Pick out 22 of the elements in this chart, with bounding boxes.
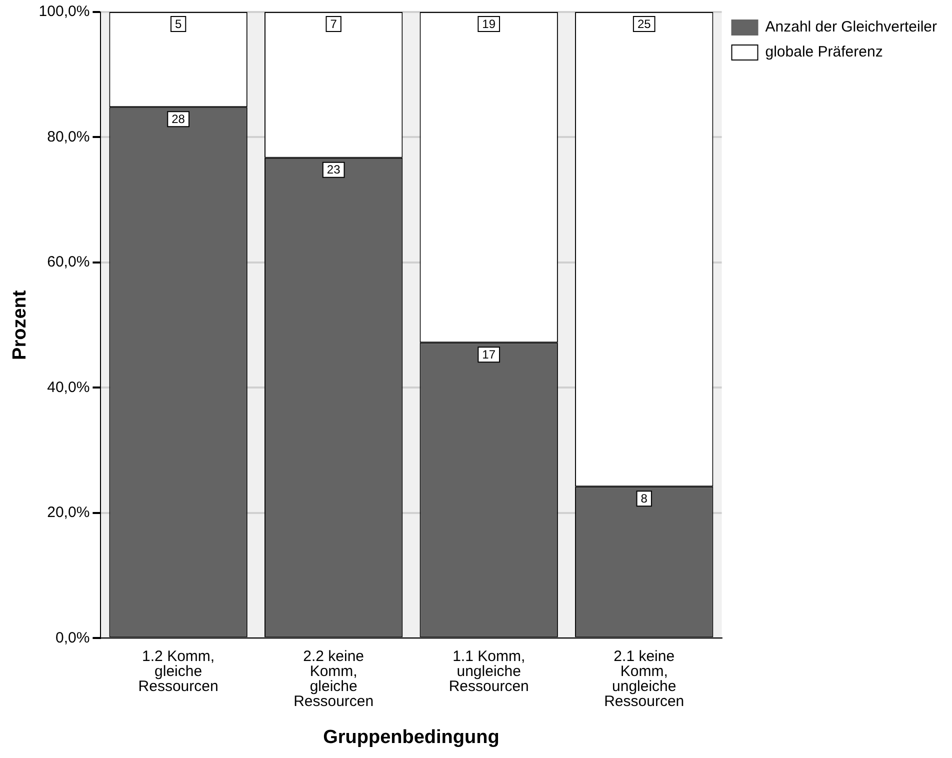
legend-label: Anzahl der Gleichverteiler (765, 18, 938, 36)
x-tick-label: 1.1 Komm, ungleiche Ressourcen (448, 648, 529, 695)
annotation: 28 (172, 112, 186, 126)
y-tick-label: 40,0% (47, 378, 90, 396)
annotation: 17 (482, 347, 496, 362)
y-tick-label: 80,0% (47, 128, 90, 146)
annotation: 23 (326, 162, 341, 177)
y-tick-label: 60,0% (47, 254, 90, 271)
x-tick-label: 2.1 keine Komm, ungleiche Ressourcen (604, 648, 684, 710)
annotation: 25 (637, 16, 652, 31)
legend-label: globale Präferenz (765, 44, 883, 61)
x-tick-label: 2.2 keine Komm, gleiche Ressourcen (294, 648, 374, 710)
x-tick-label: 1.2 Komm, gleiche Ressourcen (138, 648, 218, 695)
annotation: 5 (174, 16, 182, 31)
x-axis-title: Gruppenbedingung (323, 726, 500, 748)
y-axis-title: Prozent (10, 290, 31, 360)
y-tick-label: 0,0% (55, 629, 90, 646)
y-tick-label: 100,0% (38, 3, 90, 20)
y-tick-label: 20,0% (47, 504, 90, 522)
annotation: 7 (330, 16, 338, 31)
annotation: 8 (640, 491, 648, 506)
annotation: 19 (482, 16, 496, 31)
